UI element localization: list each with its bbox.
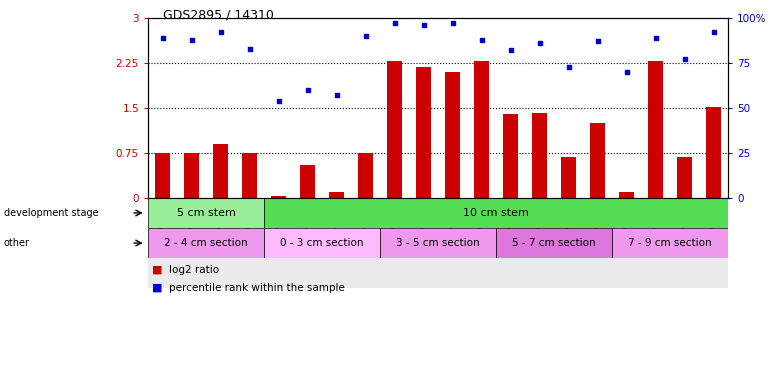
Bar <box>380 228 496 258</box>
Bar <box>242 153 257 198</box>
Bar <box>322 198 351 288</box>
Text: development stage: development stage <box>4 208 99 218</box>
Bar <box>677 157 692 198</box>
Bar <box>554 198 583 288</box>
Bar <box>351 198 380 288</box>
Point <box>562 64 574 70</box>
Bar <box>612 198 641 288</box>
Bar <box>293 198 322 288</box>
Bar <box>531 113 547 198</box>
Point <box>504 47 517 53</box>
Point <box>156 35 169 41</box>
Bar <box>300 165 316 198</box>
Point <box>243 46 256 52</box>
Bar <box>583 198 612 288</box>
Bar <box>264 228 380 258</box>
Bar <box>270 196 286 198</box>
Bar <box>155 153 170 198</box>
Point <box>388 20 400 26</box>
Bar <box>496 228 612 258</box>
Bar <box>612 228 728 258</box>
Bar <box>670 198 699 288</box>
Bar <box>183 153 199 198</box>
Point <box>621 69 633 75</box>
Text: 3 - 5 cm section: 3 - 5 cm section <box>397 238 480 248</box>
Bar <box>235 198 264 288</box>
Text: log2 ratio: log2 ratio <box>169 265 219 275</box>
Bar <box>699 198 728 288</box>
Bar <box>561 157 577 198</box>
Text: 0 - 3 cm section: 0 - 3 cm section <box>280 238 363 248</box>
Point <box>591 38 604 44</box>
Bar <box>618 192 634 198</box>
Bar <box>641 198 670 288</box>
Bar <box>467 198 496 288</box>
Text: GDS2895 / 14310: GDS2895 / 14310 <box>163 8 274 21</box>
Text: ■: ■ <box>152 265 162 275</box>
Bar <box>416 67 431 198</box>
Text: percentile rank within the sample: percentile rank within the sample <box>169 283 345 293</box>
Bar <box>177 198 206 288</box>
Bar <box>590 123 605 198</box>
Bar <box>444 72 460 198</box>
Bar <box>438 198 467 288</box>
Point <box>649 35 661 41</box>
Point <box>417 22 430 28</box>
Bar <box>357 153 373 198</box>
Bar <box>387 61 403 198</box>
Bar <box>496 198 525 288</box>
Text: 5 - 7 cm section: 5 - 7 cm section <box>512 238 596 248</box>
Point <box>186 37 198 43</box>
Point <box>360 33 372 39</box>
Text: other: other <box>4 238 30 248</box>
Bar <box>264 198 293 288</box>
Point <box>708 29 720 35</box>
Bar <box>264 198 728 228</box>
Text: 7 - 9 cm section: 7 - 9 cm section <box>628 238 711 248</box>
Bar <box>503 114 518 198</box>
Bar <box>380 198 409 288</box>
Bar <box>648 61 664 198</box>
Bar <box>213 144 229 198</box>
Text: 10 cm stem: 10 cm stem <box>463 208 529 218</box>
Bar <box>148 198 177 288</box>
Bar <box>206 198 235 288</box>
Bar <box>148 228 264 258</box>
Bar <box>705 107 721 198</box>
Text: ■: ■ <box>152 283 162 293</box>
Point <box>330 92 343 98</box>
Point <box>214 29 226 35</box>
Text: 5 cm stem: 5 cm stem <box>176 208 236 218</box>
Point <box>301 87 313 93</box>
Point <box>447 20 459 26</box>
Text: 2 - 4 cm section: 2 - 4 cm section <box>164 238 248 248</box>
Point <box>475 37 487 43</box>
Bar <box>148 198 264 228</box>
Bar <box>474 61 490 198</box>
Bar <box>525 198 554 288</box>
Point <box>678 56 691 62</box>
Point <box>273 98 285 104</box>
Bar <box>409 198 438 288</box>
Bar <box>329 192 344 198</box>
Point <box>534 40 546 46</box>
